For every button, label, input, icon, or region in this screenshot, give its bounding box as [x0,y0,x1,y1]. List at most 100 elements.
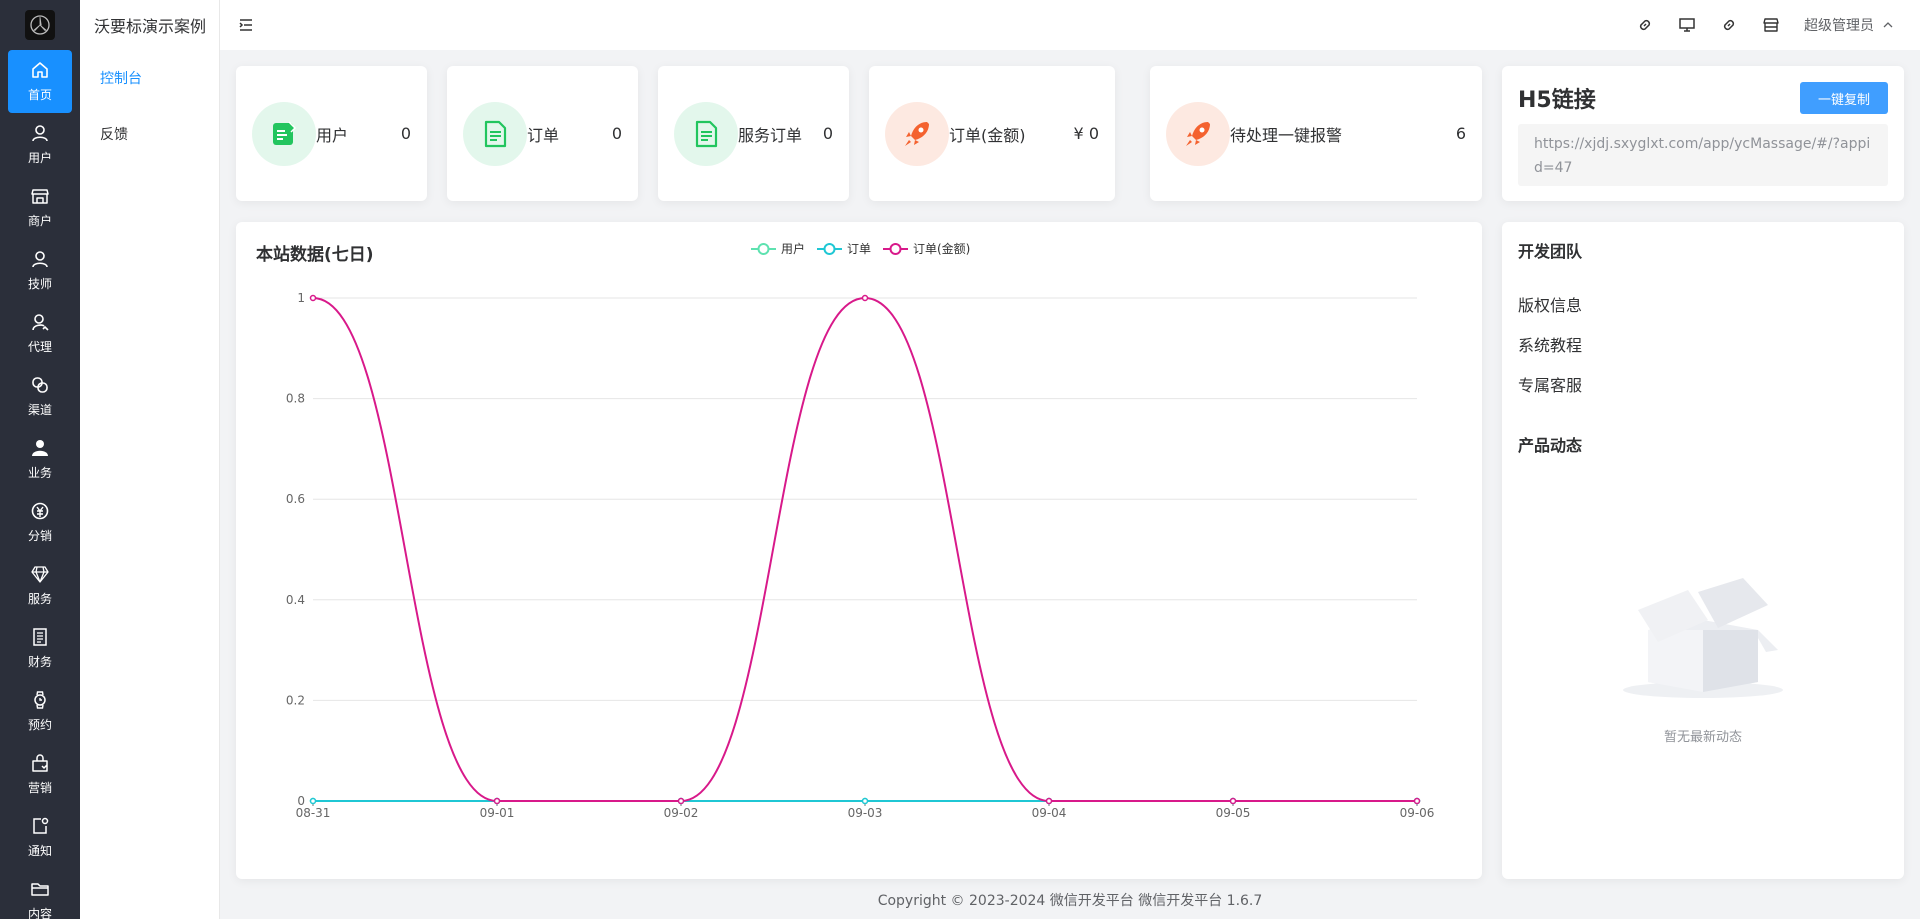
rail-item-user[interactable]: 用户 [8,113,72,176]
x-tick-label: 09-06 [1400,806,1435,820]
footer-copyright: Copyright © 2023-2024 微信开发平台 微信开发平台 1.6.… [877,893,1263,909]
rail-item-merchant[interactable]: 商户 [8,176,72,239]
chevron-up-icon [1883,22,1893,28]
channel-icon [32,377,48,393]
rail-item-channel[interactable]: 渠道 [8,365,72,428]
stat-card-pending-alarms: 待处理一键报警 6 [1150,66,1482,201]
data-point [493,797,501,805]
h5-url-field[interactable]: https://xjdj.sxyglxt.com/app/ycMassage/#… [1518,124,1888,186]
h5-link-card: H5链接 一键复制 https://xjdj.sxyglxt.com/app/y… [1502,66,1904,201]
monitor-icon[interactable] [1678,16,1696,34]
x-tick-label: 09-03 [848,806,883,820]
stat-card-orders: 订单 0 [447,66,638,201]
stat-label: 服务订单 [738,125,803,145]
data-point [1413,797,1421,805]
rocket-icon [905,121,929,146]
stat-icon-circle [252,101,316,166]
rail-item-technician[interactable]: 技师 [8,239,72,302]
stat-card-service-orders: 服务订单 0 [658,66,849,201]
rail-item-agent[interactable]: 代理 [8,302,72,365]
marketing-icon [32,754,48,772]
rail-item-booking[interactable]: 预约 [8,680,72,743]
stat-value: 0 [611,124,622,143]
stat-card-users: 用户 0 [236,66,427,201]
rail-item-label: 营销 [27,781,52,795]
y-tick-label: 1 [297,291,305,305]
x-tick-label: 09-04 [1032,806,1067,820]
rail-item-notice[interactable]: 通知 [8,806,72,869]
rail-item-home[interactable]: 首页 [8,50,72,113]
data-point [861,797,869,805]
rail-item-business[interactable]: 业务 [8,428,72,491]
rail-item-distribution[interactable]: 分销 [8,491,72,554]
stat-value: 0 [400,124,411,143]
data-point [1229,797,1237,805]
subnav-item-console[interactable]: 控制台 [100,71,142,87]
rail-item-label: 内容 [27,907,52,919]
rail-item-label: 业务 [27,466,52,480]
data-point [309,797,317,805]
stat-card-order-amount: 订单(金额) ¥ 0 [869,66,1115,201]
rail-item-label: 首页 [27,88,52,102]
h5-title: H5链接 [1518,88,1596,113]
brand-logo[interactable] [25,10,55,40]
x-tick-label: 09-02 [664,806,699,820]
link-icon[interactable] [1720,16,1738,34]
rail-item-marketing[interactable]: 营销 [8,743,72,806]
data-point [677,797,685,805]
top-header: 超级管理员 [220,0,1920,50]
edit-doc-icon [273,120,297,145]
store-icon[interactable] [1762,16,1780,34]
legend-marker [757,243,770,255]
stat-label: 待处理一键报警 [1230,125,1343,145]
x-tick-label: 09-05 [1216,806,1251,820]
rail-item-label: 代理 [27,340,52,354]
document-icon [695,120,718,147]
data-point [1045,797,1053,805]
home-icon [32,62,48,78]
link-copyright[interactable]: 版权信息 [1518,296,1583,315]
data-point [309,294,317,302]
user-icon [32,125,48,142]
rail-item-label: 财务 [27,655,52,669]
link-support[interactable]: 专属客服 [1518,376,1583,395]
admin-menu[interactable]: 超级管理员 [1804,15,1894,35]
news-title: 产品动态 [1518,436,1583,455]
rail-item-service[interactable]: 服务 [8,554,72,617]
link-icon[interactable] [1636,16,1654,34]
subnav-item-feedback[interactable]: 反馈 [100,127,128,143]
rail-item-label: 用户 [27,151,52,165]
data-point [861,294,869,302]
rail-item-label: 商户 [27,214,52,228]
watch-icon [34,691,46,709]
line-chart: 0 0.2 0.4 0.6 0.8 1 08-31 09-01 09-02 09-03 09-04 0… [286,241,1435,820]
rail-item-label: 预约 [27,718,52,732]
document-icon [484,120,507,147]
legend-marker [889,243,902,255]
rail-item-finance[interactable]: 财务 [8,617,72,680]
side-info-card: 开发团队 版权信息 系统教程 专属客服 产品动态 暂无最新动态 [1502,222,1904,879]
stat-icon-circle [674,101,738,166]
copy-link-button[interactable]: 一键复制 [1800,82,1888,114]
y-tick-label: 0.4 [286,593,305,607]
business-icon [32,440,48,456]
rail-item-label: 分销 [27,529,52,543]
chart-title: 本站数据(七日) [256,245,374,265]
icon-rail: 首页 用户 商户 技师 代理 渠道 业务 分销 服务 财务 预约 营销 [0,0,80,919]
rail-item-content[interactable]: 内容 [8,869,72,919]
empty-state-text: 暂无最新动态 [1663,730,1742,745]
chart-card: 本站数据(七日) 0 0.2 0.4 0.6 0.8 1 08-31 09-01 09-02 09… [236,222,1482,879]
menu-toggle-icon[interactable] [238,17,254,33]
stat-label: 订单(金额) [949,125,1026,145]
shop-icon [31,189,49,204]
logo-area [0,0,80,50]
stat-icon-circle [885,101,949,166]
technician-icon [32,251,48,268]
stat-label: 用户 [316,125,349,145]
empty-box-icon [1623,578,1783,698]
link-tutorial[interactable]: 系统教程 [1518,336,1583,355]
stat-value: ¥ 0 [1073,124,1099,143]
legend-label: 用户 [781,241,805,256]
empty-state: 暂无最新动态 [1502,570,1904,745]
stat-value: 0 [822,124,833,143]
